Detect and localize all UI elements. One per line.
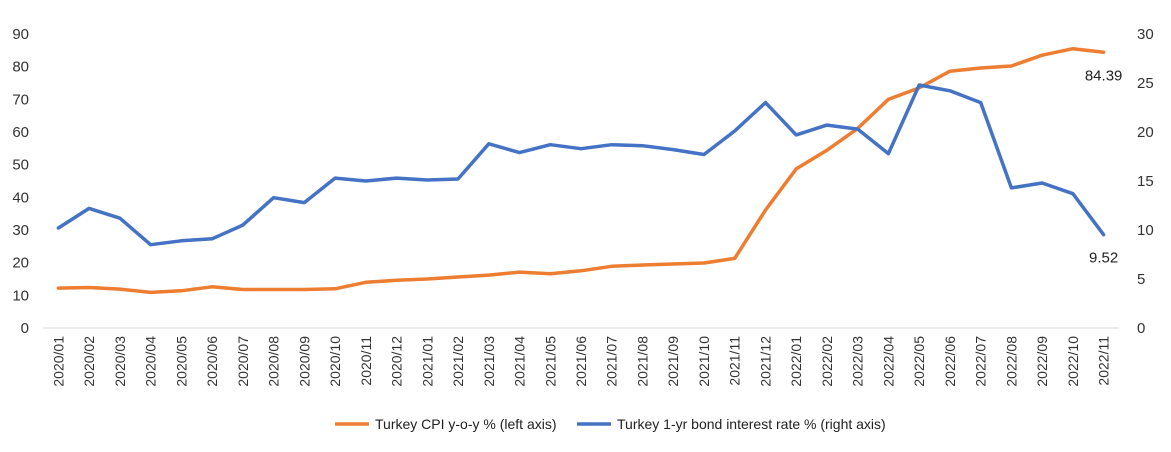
x-axis-tick-label: 2021/04 [512,336,528,387]
legend-bond-rate-label: Turkey 1-yr bond interest rate % (right … [617,416,886,432]
x-axis-tick-label: 2021/03 [481,336,497,387]
left-axis-tick-label: 20 [12,255,29,272]
x-axis-tick-label: 2022/05 [911,336,927,387]
x-axis-tick-label: 2021/11 [727,336,743,386]
cpi-last-value-label: 84.39 [1085,67,1123,84]
right-axis-tick-label: 0 [1137,320,1145,337]
x-axis-tick-label: 2021/06 [573,336,589,387]
x-axis-tick-label: 2022/07 [973,336,989,387]
x-axis-tick-label: 2020/04 [143,336,159,387]
left-axis-tick-label: 80 [12,59,29,76]
x-axis-tick-label: 2020/12 [389,336,405,387]
left-axis-tick-label: 30 [12,222,29,239]
left-axis-tick-label: 0 [21,320,29,337]
x-axis-tick-label: 2021/02 [450,336,466,387]
x-axis-tick-label: 2021/09 [665,336,681,387]
legend-cpi-label: Turkey CPI y-o-y % (left axis) [375,416,557,432]
right-axis-ticks: 0 5 10 15 20 25 30 [1137,26,1154,337]
x-axis-tick-label: 2021/07 [604,336,620,387]
right-axis-tick-label: 30 [1137,26,1154,43]
x-axis-tick-label: 2020/08 [266,336,282,387]
cpi-series-line [56,46,1106,295]
legend: Turkey CPI y-o-y % (left axis) Turkey 1-y… [335,416,886,432]
left-axis-tick-label: 10 [12,287,29,304]
right-axis-tick-label: 15 [1137,173,1154,190]
x-axis-tick-label: 2020/02 [81,336,97,387]
series-lines [56,46,1106,295]
x-axis-tick-label: 2022/04 [880,336,896,387]
x-axis-tick-label: 2022/01 [788,336,804,387]
right-axis-tick-label: 25 [1137,75,1154,92]
x-axis-tick-label: 2022/03 [850,336,866,387]
x-axis-tick-label: 2022/10 [1065,336,1081,387]
x-axis-tick-label: 2020/11 [358,336,374,386]
x-axis-tick-label: 2020/03 [112,336,128,387]
x-axis-tick-label: 2021/08 [634,336,650,387]
x-axis-tick-label: 2021/12 [757,336,773,387]
x-axis-tick-label: 2020/09 [296,336,312,387]
bond-rate-last-value-label: 9.52 [1089,250,1118,267]
x-axis-tick-label: 2020/07 [235,336,251,387]
x-axis-tick-label: 2021/01 [419,336,435,387]
left-axis-ticks: 0 10 20 30 40 50 60 70 80 90 [12,26,29,337]
x-axis-tick-label: 2021/10 [696,336,712,387]
x-axis-tick-label: 2020/01 [50,336,66,387]
x-axis-tick-label: 2020/05 [173,336,189,387]
x-axis-tick-label: 2022/08 [1003,336,1019,387]
x-axis-tick-label: 2020/10 [327,336,343,387]
data-labels: 84.39 9.52 [1085,67,1123,266]
x-axis-tick-label: 2022/09 [1034,336,1050,387]
right-axis-tick-label: 20 [1137,124,1154,141]
x-axis-ticks: 2020/01 2020/02 2020/03 2020/04 2020/05 2020/… [50,336,1111,387]
x-axis-tick-label: 2021/05 [542,336,558,387]
right-axis-tick-label: 5 [1137,271,1145,288]
left-axis-tick-label: 50 [12,157,29,174]
legend-bond-rate: Turkey 1-yr bond interest rate % (right … [577,416,886,432]
left-axis-tick-label: 60 [12,124,29,141]
legend-cpi: Turkey CPI y-o-y % (left axis) [335,416,557,432]
x-axis-tick-label: 2022/02 [819,336,835,387]
bond-rate-series-line [56,83,1106,247]
left-axis-tick-label: 70 [12,91,29,108]
left-axis-tick-label: 90 [12,26,29,43]
right-axis-tick-label: 10 [1137,222,1154,239]
x-axis-tick-label: 2022/11 [1096,336,1112,386]
left-axis-tick-label: 40 [12,189,29,206]
x-axis-tick-label: 2022/06 [942,336,958,387]
x-axis-tick-label: 2020/06 [204,336,220,387]
